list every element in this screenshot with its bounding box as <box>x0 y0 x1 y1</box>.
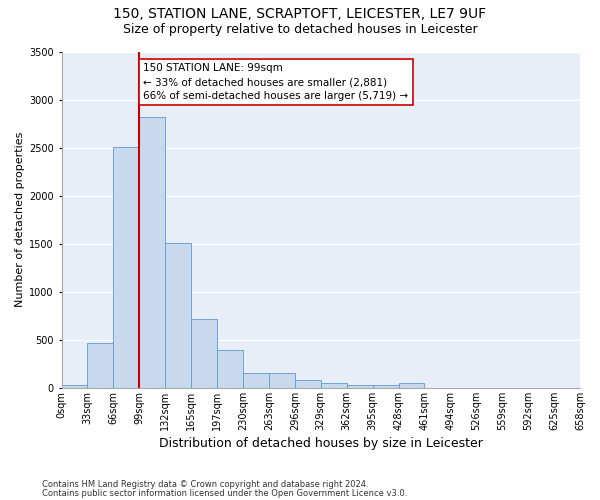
X-axis label: Distribution of detached houses by size in Leicester: Distribution of detached houses by size … <box>159 437 483 450</box>
Bar <box>165 243 191 388</box>
Text: 150 STATION LANE: 99sqm
← 33% of detached houses are smaller (2,881)
66% of semi: 150 STATION LANE: 99sqm ← 33% of detache… <box>143 63 409 101</box>
Bar <box>321 383 347 388</box>
Bar <box>191 318 217 388</box>
Text: 150, STATION LANE, SCRAPTOFT, LEICESTER, LE7 9UF: 150, STATION LANE, SCRAPTOFT, LEICESTER,… <box>113 8 487 22</box>
Bar <box>347 386 373 388</box>
Bar <box>217 350 243 388</box>
Text: Size of property relative to detached houses in Leicester: Size of property relative to detached ho… <box>122 22 478 36</box>
Bar <box>139 117 165 388</box>
Bar <box>295 380 321 388</box>
Bar <box>398 383 424 388</box>
Text: Contains public sector information licensed under the Open Government Licence v3: Contains public sector information licen… <box>42 488 407 498</box>
Bar <box>113 146 139 388</box>
Text: Contains HM Land Registry data © Crown copyright and database right 2024.: Contains HM Land Registry data © Crown c… <box>42 480 368 489</box>
Bar <box>373 386 398 388</box>
Bar <box>243 373 269 388</box>
Bar <box>62 386 88 388</box>
Bar <box>88 342 113 388</box>
Bar <box>269 373 295 388</box>
Y-axis label: Number of detached properties: Number of detached properties <box>15 132 25 308</box>
